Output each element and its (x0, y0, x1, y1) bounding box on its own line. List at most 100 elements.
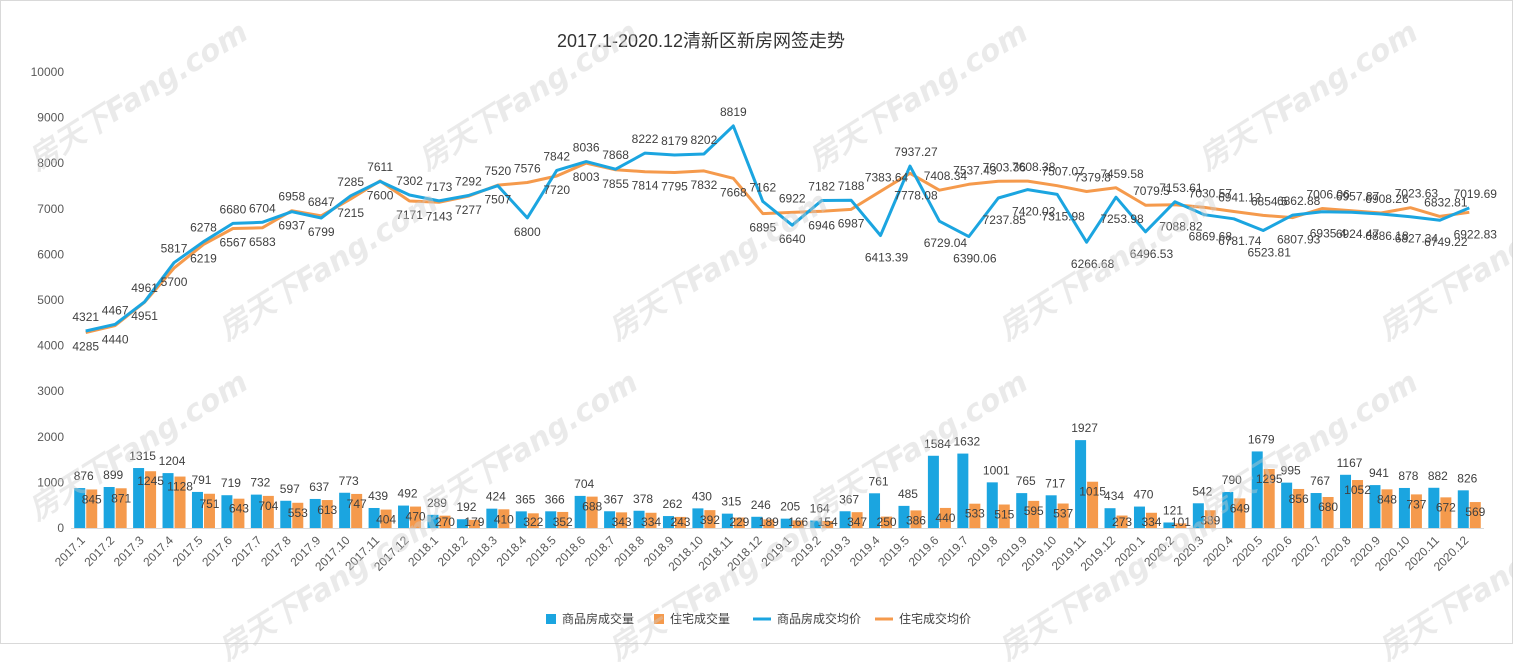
bar-label-residential-volume: 470 (406, 510, 426, 524)
bar-label-residential-volume: 101 (1171, 515, 1191, 529)
line-label-residential-avg-price: 7814 (632, 179, 659, 193)
bar-label-commercial-volume: 492 (398, 487, 418, 501)
y-tick-label: 9000 (37, 111, 64, 125)
bar-label-residential-volume: 1052 (1344, 483, 1371, 497)
line-label-residential-avg-price: 6922.83 (1454, 227, 1498, 241)
line-label-commercial-avg-price: 8179 (661, 134, 688, 148)
x-tick-label: 2017.6 (199, 533, 235, 569)
bar-commercial-volume (574, 495, 586, 528)
bar-residential-volume (145, 471, 157, 528)
line-label-commercial-avg-price: 7182 (808, 180, 835, 194)
bar-commercial-volume (1192, 503, 1204, 528)
x-tick-label: 2020.1 (1112, 533, 1148, 569)
bar-label-residential-volume: 515 (994, 508, 1014, 522)
line-label-commercial-avg-price: 7937.27 (894, 145, 938, 159)
bar-residential-volume (733, 517, 745, 528)
bar-label-residential-volume: 243 (670, 515, 690, 529)
line-label-commercial-avg-price: 6869.68 (1189, 230, 1233, 244)
line-label-commercial-avg-price: 6278 (190, 221, 217, 235)
bar-label-commercial-volume: 367 (839, 492, 859, 506)
bar-label-commercial-volume: 439 (368, 489, 388, 503)
bar-residential-volume (1234, 498, 1246, 528)
line-commercial-avg-price (85, 124, 1470, 333)
bar-residential-volume (292, 502, 304, 528)
bar-residential-volume (1145, 512, 1157, 528)
line-label-residential-avg-price: 7795 (661, 180, 688, 194)
bar-commercial-volume (191, 491, 203, 528)
bar-commercial-volume (1104, 508, 1116, 528)
line-label-commercial-avg-price: 6935.4 (1310, 227, 1347, 241)
bar-commercial-volume (810, 520, 822, 528)
line-label-commercial-avg-price: 7285 (337, 175, 364, 189)
bar-residential-volume (1087, 481, 1099, 528)
bar-commercial-volume (103, 487, 115, 528)
line-label-residential-avg-price: 6957.87 (1336, 190, 1380, 204)
x-tick-label: 2017.4 (140, 533, 176, 569)
line-label-commercial-avg-price: 6827.34 (1395, 232, 1439, 246)
line-label-residential-avg-price: 7608.38 (1012, 160, 1056, 174)
bar-label-commercial-volume: 995 (1281, 464, 1301, 478)
line-label-commercial-avg-price: 6781.74 (1218, 234, 1262, 248)
line-label-residential-avg-price: 6567 (220, 236, 247, 250)
bar-label-residential-volume: 322 (523, 515, 543, 529)
line-label-commercial-avg-price: 7253.98 (1100, 212, 1144, 226)
bar-label-commercial-volume: 485 (898, 487, 918, 501)
bar-label-commercial-volume: 164 (810, 502, 830, 516)
chart-title: 2017.1-2020.12清新区新房网签走势 (557, 31, 845, 51)
line-label-residential-avg-price: 6987 (838, 216, 865, 230)
bar-label-residential-volume: 154 (818, 515, 838, 529)
x-tick-label: 2019.1 (758, 533, 794, 569)
y-tick-label: 6000 (37, 247, 64, 261)
bar-commercial-volume (721, 513, 733, 528)
bar-residential-volume (586, 496, 598, 528)
line-label-commercial-avg-price: 7842 (543, 149, 570, 163)
bar-label-residential-volume: 1015 (1079, 485, 1106, 499)
line-label-commercial-avg-price: 7600 (367, 188, 394, 202)
line-label-residential-avg-price: 6908.26 (1365, 192, 1409, 206)
line-label-residential-avg-price: 8003 (573, 170, 600, 184)
bar-residential-volume (1410, 494, 1422, 528)
bar-label-residential-volume: 270 (435, 515, 455, 529)
bar-label-residential-volume: 189 (759, 515, 779, 529)
line-label-residential-avg-price: 7215 (337, 206, 364, 220)
line-label-residential-avg-price: 4951 (131, 309, 158, 323)
bar-commercial-volume (398, 505, 410, 528)
bar-residential-volume (380, 509, 392, 528)
x-tick-label: 2017.3 (111, 533, 147, 569)
line-label-residential-avg-price: 7143 (426, 209, 453, 223)
bar-label-commercial-volume: 637 (309, 480, 329, 494)
bar-residential-volume (86, 489, 98, 528)
bar-residential-volume (851, 512, 863, 528)
x-tick-label: 2019.5 (876, 533, 912, 569)
bar-label-residential-volume: 1295 (1256, 472, 1283, 486)
bar-label-residential-volume: 334 (1141, 515, 1161, 529)
bar-commercial-volume (927, 455, 939, 528)
line-label-commercial-avg-price: 6523.81 (1248, 246, 1292, 260)
bar-commercial-volume (1340, 474, 1352, 528)
line-label-commercial-avg-price: 7507 (484, 193, 511, 207)
bar-residential-volume (1293, 488, 1305, 528)
line-label-residential-avg-price: 7408.34 (924, 169, 968, 183)
bar-residential-volume (1322, 496, 1334, 528)
bar-label-residential-volume: 1245 (137, 474, 164, 488)
bar-label-residential-volume: 386 (906, 513, 926, 527)
bar-label-commercial-volume: 434 (1104, 489, 1124, 503)
bar-label-residential-volume: 688 (582, 500, 602, 514)
line-label-commercial-avg-price: 6413.39 (865, 251, 909, 265)
line-label-commercial-avg-price: 4467 (102, 303, 129, 317)
bar-commercial-volume (1310, 493, 1322, 528)
bar-commercial-volume (780, 518, 792, 528)
bar-commercial-volume (1163, 522, 1175, 528)
bar-label-residential-volume: 273 (1112, 515, 1132, 529)
bar-residential-volume (1440, 497, 1452, 528)
y-tick-label: 8000 (37, 156, 64, 170)
bar-residential-volume (616, 512, 628, 528)
line-label-residential-avg-price: 7832 (691, 178, 718, 192)
bar-label-residential-volume: 229 (729, 515, 749, 529)
x-tick-label: 2020.4 (1200, 533, 1236, 569)
legend-label: 商品房成交量 (562, 611, 634, 626)
y-tick-label: 2000 (37, 430, 64, 444)
line-label-residential-avg-price: 6941.12 (1218, 190, 1262, 204)
bar-series (74, 440, 1481, 528)
